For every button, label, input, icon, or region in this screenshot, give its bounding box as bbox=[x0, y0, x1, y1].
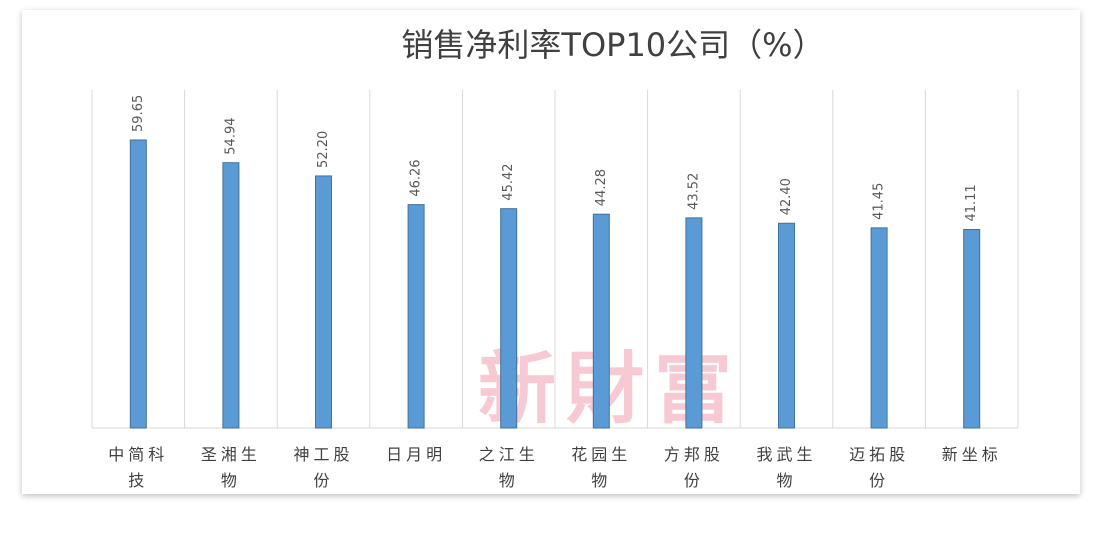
x-tick-line: 我武生 bbox=[756, 445, 816, 464]
x-tick-line: 物 bbox=[591, 471, 611, 490]
data-label: 43.52 bbox=[686, 173, 701, 210]
x-tick-line: 花园生 bbox=[571, 445, 631, 464]
x-tick-label: 新坐标 bbox=[942, 445, 1002, 464]
bar bbox=[778, 222, 795, 429]
x-tick-line: 神工股 bbox=[293, 445, 353, 464]
x-tick-line: 份 bbox=[684, 471, 704, 490]
x-tick-line: 日月明 bbox=[386, 445, 446, 464]
chart-card bbox=[22, 10, 1080, 494]
x-tick-label: 我武生物 bbox=[756, 445, 816, 490]
data-label: 44.28 bbox=[594, 169, 609, 206]
data-label: 41.45 bbox=[872, 183, 887, 220]
x-tick-line: 中简科 bbox=[108, 445, 168, 464]
x-tick-line: 物 bbox=[221, 471, 241, 490]
bar bbox=[315, 175, 332, 429]
bar bbox=[129, 139, 147, 429]
x-tick-line: 新坐标 bbox=[942, 445, 1002, 464]
x-tick-label: 日月明 bbox=[386, 445, 446, 464]
x-tick-line: 物 bbox=[776, 471, 796, 490]
watermark: 新財富 bbox=[478, 344, 742, 435]
x-tick-line: 份 bbox=[869, 471, 889, 490]
x-tick-label: 中简科技 bbox=[108, 445, 168, 490]
x-tick-label: 神工股份 bbox=[293, 445, 353, 490]
data-label: 45.42 bbox=[501, 163, 516, 200]
data-label: 59.65 bbox=[131, 95, 146, 132]
bar bbox=[963, 228, 981, 429]
bar bbox=[407, 204, 425, 429]
x-tick-line: 迈拓股 bbox=[849, 445, 909, 464]
chart-title: 销售净利率TOP10公司（%） bbox=[401, 26, 824, 64]
x-tick-line: 之江生 bbox=[479, 445, 539, 464]
x-tick-label: 花园生物 bbox=[571, 445, 631, 490]
x-tick-label: 之江生物 bbox=[479, 445, 539, 490]
x-tick-line: 份 bbox=[313, 471, 333, 490]
data-label: 52.20 bbox=[316, 131, 331, 168]
bar bbox=[222, 162, 240, 429]
bar bbox=[870, 227, 888, 429]
data-label: 54.94 bbox=[223, 117, 238, 154]
x-tick-line: 物 bbox=[499, 471, 519, 490]
x-tick-label: 圣湘生物 bbox=[201, 445, 261, 490]
x-tick-line: 方邦股 bbox=[664, 445, 724, 464]
bar bbox=[685, 217, 703, 429]
data-label: 41.11 bbox=[964, 184, 979, 221]
x-tick-label: 迈拓股份 bbox=[849, 445, 909, 490]
x-tick-line: 技 bbox=[128, 471, 148, 490]
data-label: 42.40 bbox=[779, 178, 794, 215]
data-label: 46.26 bbox=[409, 159, 424, 196]
bar bbox=[592, 213, 610, 429]
x-tick-label: 方邦股份 bbox=[664, 445, 724, 490]
bar bbox=[500, 208, 518, 429]
x-tick-line: 圣湘生 bbox=[201, 445, 261, 464]
